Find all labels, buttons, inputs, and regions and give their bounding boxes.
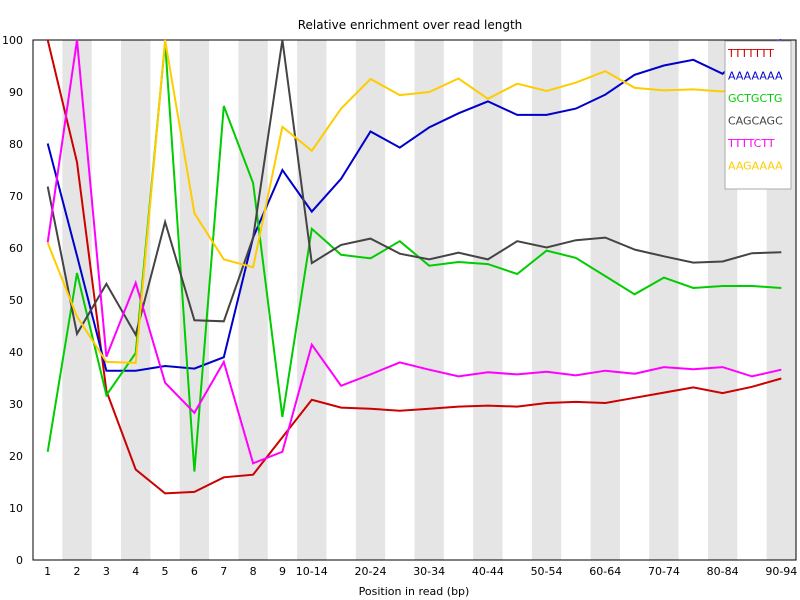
grid-band [62, 40, 92, 560]
legend-entry: CAGCAGC [728, 115, 783, 128]
series-line-ttttctt [46, 39, 782, 465]
x-tick-label: 5 [162, 565, 169, 578]
grid-band [238, 40, 268, 560]
grid-band [121, 40, 151, 560]
grid-band [297, 40, 327, 560]
x-tick-label: 10-14 [296, 565, 328, 578]
y-tick-label: 0 [16, 554, 23, 567]
y-axis: 0 10 20 30 40 50 60 70 80 90 100 [2, 34, 23, 567]
grid-band [590, 40, 620, 560]
x-tick-label: 8 [250, 565, 257, 578]
y-tick-label: 100 [2, 34, 23, 47]
y-tick-label: 20 [9, 450, 23, 463]
x-tick-label: 1 [44, 565, 51, 578]
series-line-aagaaaa [46, 39, 782, 364]
x-tick-label: 70-74 [648, 565, 680, 578]
grid-band [179, 40, 210, 560]
x-tick-label: 4 [132, 565, 139, 578]
series-lines [46, 39, 782, 495]
y-tick-label: 60 [9, 242, 23, 255]
grid-band [355, 40, 386, 560]
x-tick-label: 90-94 [765, 565, 797, 578]
x-tick-label: 50-54 [531, 565, 563, 578]
grid-band [649, 40, 679, 560]
x-tick-label: 6 [191, 565, 198, 578]
series-line-ttttttt [46, 39, 782, 495]
y-tick-label: 80 [9, 138, 23, 151]
grid-bands [62, 40, 796, 560]
x-tick-label: 30-34 [413, 565, 445, 578]
y-tick-label: 10 [9, 502, 23, 515]
x-tick-label: 40-44 [472, 565, 504, 578]
chart-title: Relative enrichment over read length [298, 18, 523, 32]
x-axis: 1 2 3 4 5 6 7 8 9 10-14 20-24 30-34 40-44 50-54 60-64 7… [44, 565, 797, 578]
grid-band [473, 40, 503, 560]
grid-band [414, 40, 444, 560]
y-tick-label: 50 [9, 294, 23, 307]
x-tick-label: 7 [220, 565, 227, 578]
legend: TTTTTTT AAAAAAA GCTGCTG CAGCAGC TTTTCTT AAGAA… [724, 40, 792, 190]
legend-entry: AAAAAAA [728, 70, 783, 83]
series-line-gctgctg [46, 42, 782, 472]
y-tick-label: 40 [9, 346, 23, 359]
legend-entry: AAGAAAA [728, 160, 783, 173]
x-tick-label: 3 [103, 565, 110, 578]
grid-band [531, 40, 562, 560]
legend-entry: TTTTCTT [727, 137, 775, 150]
y-tick-label: 30 [9, 398, 23, 411]
legend-entry: TTTTTTT [727, 47, 774, 60]
y-tick-label: 70 [9, 190, 23, 203]
series-line-cagcagc [46, 39, 782, 338]
x-axis-label: Position in read (bp) [359, 585, 470, 598]
x-tick-label: 20-24 [354, 565, 386, 578]
x-tick-label: 2 [74, 565, 81, 578]
y-tick-label: 90 [9, 86, 23, 99]
legend-entry: GCTGCTG [728, 92, 782, 105]
series-line-aaaaaaa [46, 39, 782, 372]
x-tick-label: 80-84 [707, 565, 739, 578]
legend-box [724, 40, 792, 190]
x-tick-label: 60-64 [589, 565, 621, 578]
plot-frame [32, 39, 797, 561]
x-tick-label: 9 [279, 565, 286, 578]
